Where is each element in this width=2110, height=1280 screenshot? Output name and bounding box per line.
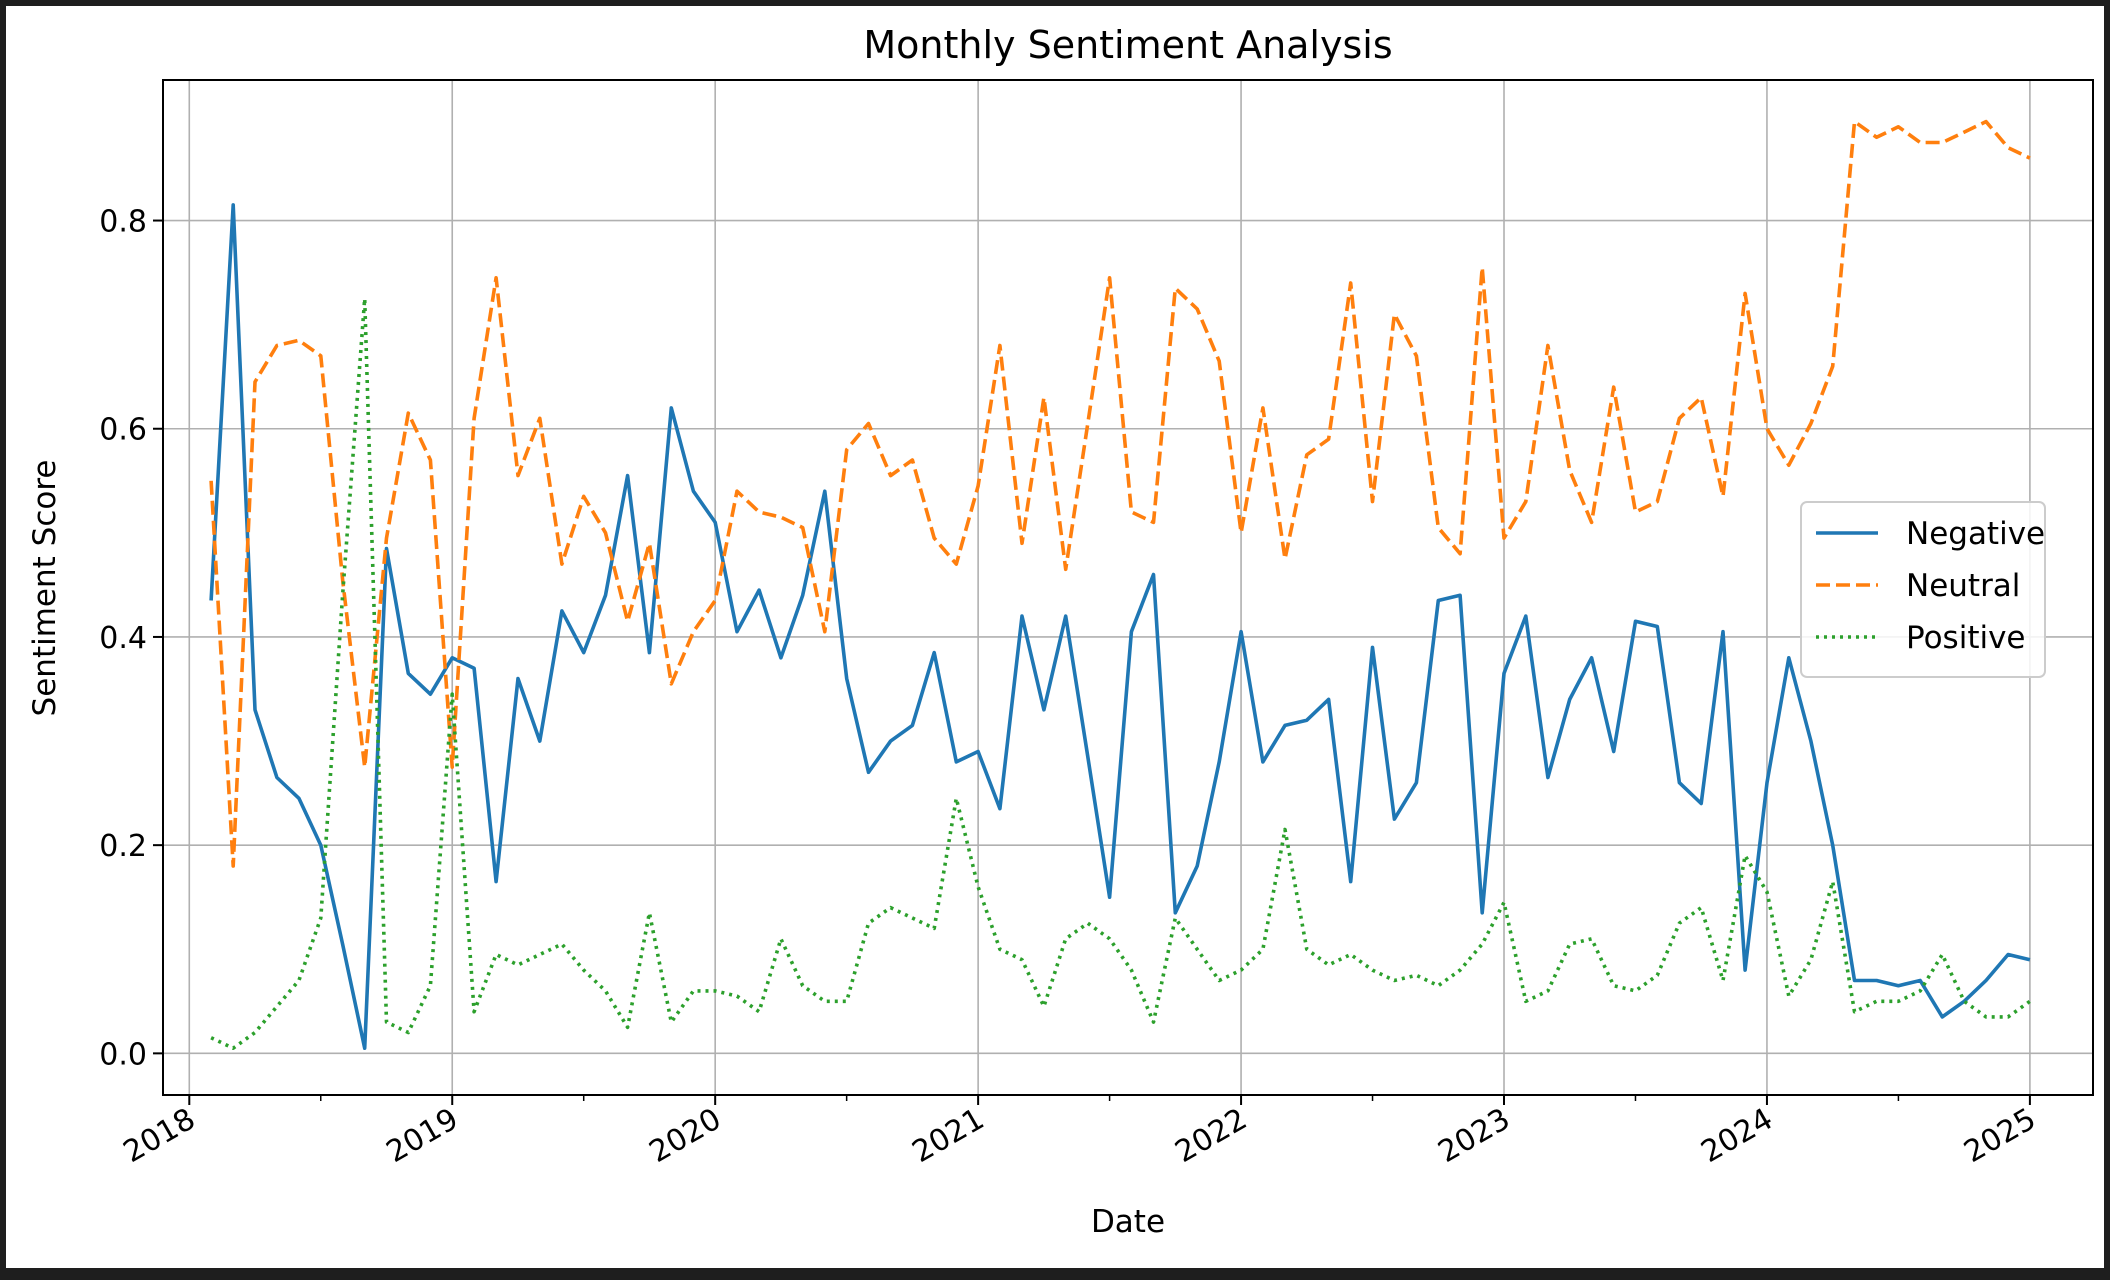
y-tick-label: 0.4 — [99, 621, 147, 656]
legend: Negative Neutral Positive — [1800, 501, 2046, 678]
x-axis: 2018 2019 2020 2021 2022 2023 2024 2025 — [118, 1095, 2042, 1170]
y-axis-label: Sentiment Score — [27, 460, 63, 717]
line-chart: Monthly Sentiment Analysis 2018 2019 2020 2… — [27, 23, 2094, 1240]
y-tick-label: 0.6 — [99, 413, 147, 448]
chart-title: Monthly Sentiment Analysis — [863, 23, 1392, 67]
x-tick-label: 2018 — [118, 1102, 202, 1170]
series-line-neutral — [209, 119, 2031, 868]
x-tick-label: 2023 — [1432, 1102, 1516, 1170]
series-line-negative — [209, 203, 2031, 1050]
chart-figure: Monthly Sentiment Analysis 2018 2019 2020 2… — [6, 6, 2104, 1268]
y-tick-label: 0.0 — [99, 1037, 147, 1072]
plot-frame — [162, 79, 2094, 1096]
legend-label-positive: Positive — [1906, 620, 2026, 656]
x-tick-label: 2022 — [1169, 1102, 1253, 1170]
legend-label-neutral: Neutral — [1906, 568, 2020, 604]
x-tick-label: 2021 — [906, 1102, 990, 1170]
legend-box — [1800, 501, 2046, 678]
x-axis-label: Date — [1091, 1204, 1165, 1240]
x-tick-label: 2025 — [1958, 1102, 2042, 1170]
legend-label-negative: Negative — [1906, 516, 2045, 552]
y-tick-label: 0.8 — [99, 205, 147, 240]
x-tick-label: 2020 — [644, 1102, 728, 1170]
series-line-positive — [210, 296, 2031, 1050]
x-tick-label: 2024 — [1695, 1102, 1779, 1170]
x-tick-label: 2019 — [381, 1102, 465, 1170]
y-tick-label: 0.2 — [99, 829, 147, 864]
series-lines — [209, 119, 2031, 1050]
y-axis: 0.0 0.2 0.4 0.6 0.8 — [99, 205, 163, 1072]
